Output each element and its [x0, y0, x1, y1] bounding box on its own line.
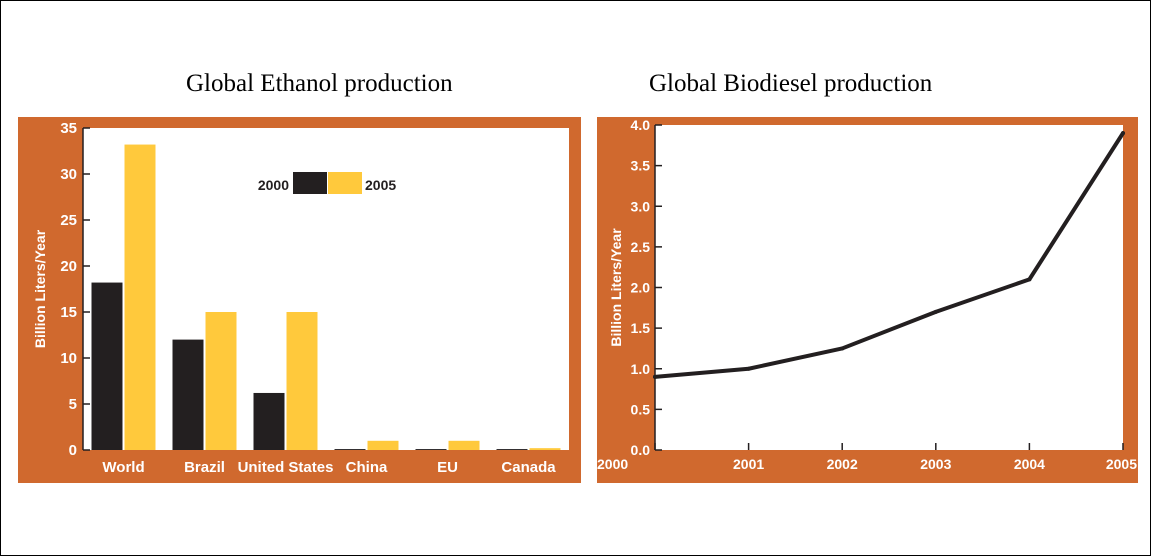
y-tick-label: 1.0 [631, 361, 651, 377]
data-point-2001 [746, 366, 751, 371]
bar-2005-canada [529, 448, 561, 450]
x-tick-label: 2004 [1014, 456, 1045, 472]
legend-label-2000: 2000 [258, 177, 289, 193]
x-tick-label: 2003 [920, 456, 951, 472]
x-tick-label: EU [437, 459, 458, 476]
x-tick-label: 2001 [733, 456, 764, 472]
y-tick-label: 0 [69, 442, 77, 459]
y-tick-label: 35 [60, 120, 77, 137]
x-tick-label: Canada [501, 459, 556, 476]
bar-2000-canada [496, 449, 528, 450]
y-axis-label: Billion Liters/Year [608, 228, 624, 347]
bar-2005-united-states [286, 312, 318, 450]
y-tick-label: 20 [60, 258, 77, 275]
data-point-2000 [653, 374, 657, 379]
y-tick-label: 2.5 [631, 239, 651, 255]
y-tick-label: 15 [60, 304, 77, 321]
x-tick-label: 2002 [827, 456, 858, 472]
bar-2005-eu [448, 440, 480, 450]
x-tick-label: Brazil [184, 459, 225, 476]
bar-2005-china [367, 440, 399, 450]
bar-2000-united-states [253, 392, 285, 450]
data-point-2002 [840, 346, 845, 351]
bar-2000-brazil [172, 339, 204, 450]
x-tick-label: United States [238, 459, 334, 476]
y-tick-label: 3.5 [631, 158, 651, 174]
legend-label-2005: 2005 [365, 177, 396, 193]
y-tick-label: 25 [60, 212, 77, 229]
ethanol-chart-title: Global Ethanol production [186, 70, 453, 97]
ethanol-chart-svg: 0 5 10 15 20 25 30 35 Billion Liters/Year World Br… [18, 117, 581, 483]
data-point-2005 [1121, 131, 1125, 136]
x-tick-label: 2005 [1106, 456, 1137, 472]
biodiesel-series-line [653, 131, 1125, 379]
y-tick-label: 5 [69, 396, 77, 413]
bar-2000-eu [415, 449, 447, 450]
x-tick-label: World [102, 459, 144, 476]
ethanol-chart: 0 5 10 15 20 25 30 35 Billion Liters/Year World Br… [18, 117, 581, 483]
bar-2005-world [124, 144, 156, 450]
y-tick-label: 3.0 [631, 198, 651, 214]
bar-2005-brazil [205, 312, 237, 450]
data-point-2003 [933, 309, 938, 314]
data-point-2004 [1027, 277, 1032, 282]
y-tick-label: 30 [60, 166, 77, 183]
bar-2000-china [334, 449, 366, 450]
y-tick-label: 1.5 [631, 320, 651, 336]
x-tick-label: 2000 [597, 456, 628, 472]
y-tick-label: 2.0 [631, 280, 651, 296]
y-tick-label: 10 [60, 350, 77, 367]
x-tick-label: China [346, 459, 388, 476]
legend-swatch-2005 [328, 172, 362, 194]
y-tick-label: 4.0 [631, 117, 651, 133]
plot-area [655, 125, 1123, 450]
biodiesel-chart: 0.0 0.5 1.0 1.5 2.0 2.5 3.0 3.5 4.0 Billion Liter… [597, 117, 1138, 483]
y-axis-label: Billion Liters/Year [32, 229, 48, 348]
biodiesel-chart-svg: 0.0 0.5 1.0 1.5 2.0 2.5 3.0 3.5 4.0 Billion Liter… [597, 117, 1138, 483]
biodiesel-chart-title: Global Biodiesel production [649, 70, 933, 97]
y-tick-label: 0.0 [631, 442, 651, 458]
legend-swatch-2000 [293, 172, 327, 194]
y-tick-label: 0.5 [631, 401, 651, 417]
bar-2000-world [91, 282, 123, 450]
